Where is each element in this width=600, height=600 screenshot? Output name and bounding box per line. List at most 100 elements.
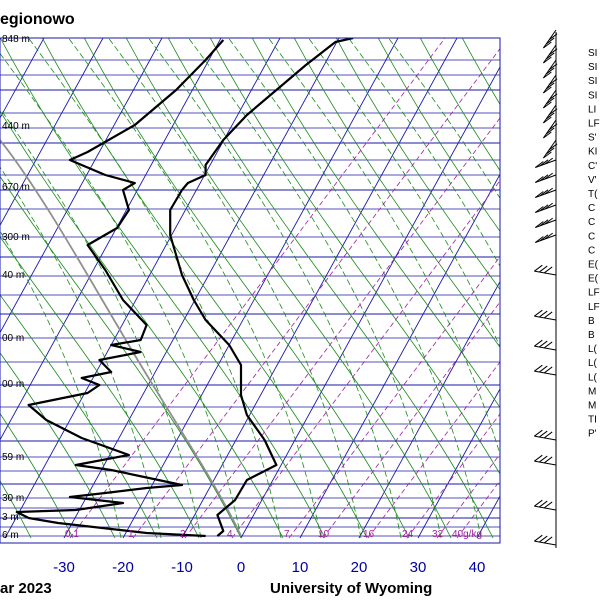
pressure-label: 440 m <box>2 121 30 132</box>
moist-adiabat-line <box>267 38 500 456</box>
pressure-label: 00 m <box>2 379 24 390</box>
wind-barb <box>534 339 557 351</box>
moist-adiabat-line <box>0 52 242 539</box>
mixing-ratio-label: 1 <box>128 529 134 540</box>
index-label: KI <box>588 147 597 158</box>
chart-title: egionowo <box>0 11 75 28</box>
x-tick-label: 30 <box>410 559 427 576</box>
dry-adiabat-line <box>293 38 500 348</box>
wind-barb <box>542 89 558 109</box>
x-tick-label: 10 <box>292 559 309 576</box>
isotherm-line <box>240 66 500 539</box>
wind-barb <box>535 202 557 213</box>
dry-adiabat-line <box>377 38 500 233</box>
dry-adiabat-line <box>167 38 494 539</box>
plot-frame <box>0 37 501 544</box>
moist-adiabat-line <box>227 38 482 539</box>
mixing-ratio-line <box>69 38 446 539</box>
isotherm-line <box>0 38 222 441</box>
pressure-label: 6 m <box>2 530 19 541</box>
moist-adiabat-line <box>27 38 282 539</box>
isotherm-line <box>181 38 458 539</box>
index-label: L( <box>588 358 598 369</box>
pressure-label: 670 m <box>2 182 30 193</box>
dry-adiabat-line <box>499 28 600 538</box>
index-label: C <box>588 245 595 256</box>
x-tick-label: 40 <box>469 559 486 576</box>
mixing-ratio-label: 40g/kg <box>452 529 482 540</box>
mixing-ratio-line <box>322 301 500 539</box>
moist-adiabat-line <box>187 38 442 539</box>
index-label: TI <box>588 415 597 426</box>
x-tick-label: 0 <box>237 559 245 576</box>
wind-barb <box>542 29 558 49</box>
moist-adiabat-line <box>347 38 500 268</box>
wind-barb <box>542 139 558 159</box>
isotherm-line <box>0 38 104 227</box>
wind-barb <box>535 232 557 243</box>
mixing-ratio-label: 16 <box>363 529 375 540</box>
index-label: E( <box>588 274 599 285</box>
x-tick-label: 20 <box>351 559 368 576</box>
mixing-ratio-label: 2 <box>180 529 186 540</box>
wind-barb <box>534 429 557 441</box>
index-label: SI <box>588 48 597 59</box>
mixing-ratio-line <box>184 117 500 539</box>
wind-barb <box>542 104 558 124</box>
dry-adiabat-line <box>0 175 242 539</box>
footer-date: ar 2023 <box>0 580 52 597</box>
wind-barb <box>534 264 557 276</box>
dry-adiabat-line <box>461 38 500 106</box>
mixing-ratio-label: 0.1 <box>65 529 79 540</box>
dry-adiabat-line <box>209 38 500 475</box>
index-label: LI <box>588 104 596 115</box>
index-label: V' <box>588 175 597 186</box>
index-label: C <box>588 203 595 214</box>
dry-adiabat-line <box>335 38 500 291</box>
wind-barb <box>534 499 557 511</box>
dry-adiabat-line <box>0 412 74 539</box>
moist-adiabat-line <box>147 38 402 539</box>
pressure-label: 848 m <box>2 34 30 45</box>
x-axis-ticks: -30 -20 -10 0 10 20 30 40 <box>53 559 485 576</box>
parcel-curve <box>0 139 242 537</box>
moist-adiabat-line <box>0 166 162 539</box>
dry-adiabat-line <box>125 38 452 539</box>
pressure-label: 59 m <box>2 452 24 463</box>
stability-index-labels: SISISISILILFS'KIC'V'T(CCCCE(E(LFLFBBL(L(… <box>588 48 600 440</box>
index-label: C <box>588 217 595 228</box>
wind-barb <box>542 119 558 139</box>
index-label: M <box>588 401 596 412</box>
wind-barb <box>535 157 557 168</box>
moist-adiabat-line <box>387 38 500 199</box>
pressure-label: 00 m <box>2 333 24 344</box>
isotherm-line <box>122 38 399 539</box>
footer-source: University of Wyoming <box>270 580 432 597</box>
wind-barb <box>535 187 557 198</box>
mixing-ratio-labels: 0.1 1 2 4 7 10 16 24 32 40g/kg <box>65 529 482 540</box>
wind-barb <box>534 309 557 321</box>
pressure-labels: 848 m 440 m 670 m 300 m 40 m 00 m 00 m 59 m 30 m… <box>2 34 30 541</box>
index-label: T( <box>588 189 598 200</box>
index-label: E( <box>588 260 599 271</box>
moist-adiabat-line <box>107 38 362 539</box>
temperature-profile-line <box>169 38 354 537</box>
mixing-ratio-label: 7 <box>284 529 290 540</box>
index-label: S' <box>588 133 597 144</box>
isotherm-line <box>299 173 500 539</box>
index-label: LF <box>588 288 600 299</box>
wind-barb <box>534 364 557 376</box>
index-label: LF <box>588 302 600 313</box>
isotherm-line <box>4 38 281 539</box>
moist-adiabat-line <box>0 107 202 539</box>
dewpoint-profile-line <box>15 39 225 538</box>
wind-barb <box>535 217 557 228</box>
wind-barb <box>542 59 558 79</box>
index-label: SI <box>588 62 597 73</box>
mixing-ratio-line <box>231 179 500 539</box>
moist-adiabat-line <box>307 38 500 348</box>
mixing-ratio-label: 24 <box>402 529 414 540</box>
pressure-label: 30 m <box>2 493 24 504</box>
moist-adiabat-line <box>67 38 322 539</box>
